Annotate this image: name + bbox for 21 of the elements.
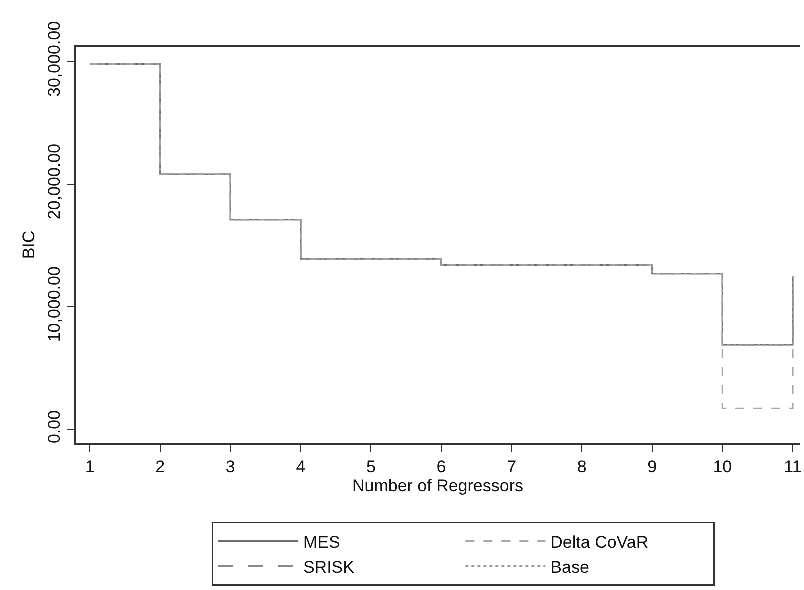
x-tick-label: 11	[784, 457, 802, 476]
x-tick-label: 10	[713, 457, 732, 476]
x-tick-label: 7	[507, 457, 517, 476]
x-axis-title: Number of Regressors	[352, 476, 524, 496]
x-tick-label: 5	[366, 457, 376, 476]
legend-label: SRISK	[303, 558, 356, 577]
x-tick-label: 3	[226, 457, 236, 476]
legend-label: Base	[550, 558, 590, 577]
y-tick-label: 20,000.00	[45, 144, 64, 220]
x-tick-label: 8	[577, 457, 587, 476]
legend-label: MES	[303, 532, 340, 552]
x-tick-label: 1	[85, 457, 95, 476]
y-tick-label: 30,000.00	[45, 21, 64, 97]
y-tick-label: 10,000.00	[45, 266, 64, 342]
x-tick-label: 9	[648, 457, 658, 476]
y-tick-label: 0.00	[45, 410, 64, 444]
y-axis-title: BIC	[19, 230, 38, 260]
legend-label: Delta CoVaR	[550, 532, 649, 552]
x-tick-label: 2	[156, 457, 166, 476]
x-tick-label: 4	[296, 457, 306, 476]
x-tick-label: 6	[436, 457, 446, 476]
